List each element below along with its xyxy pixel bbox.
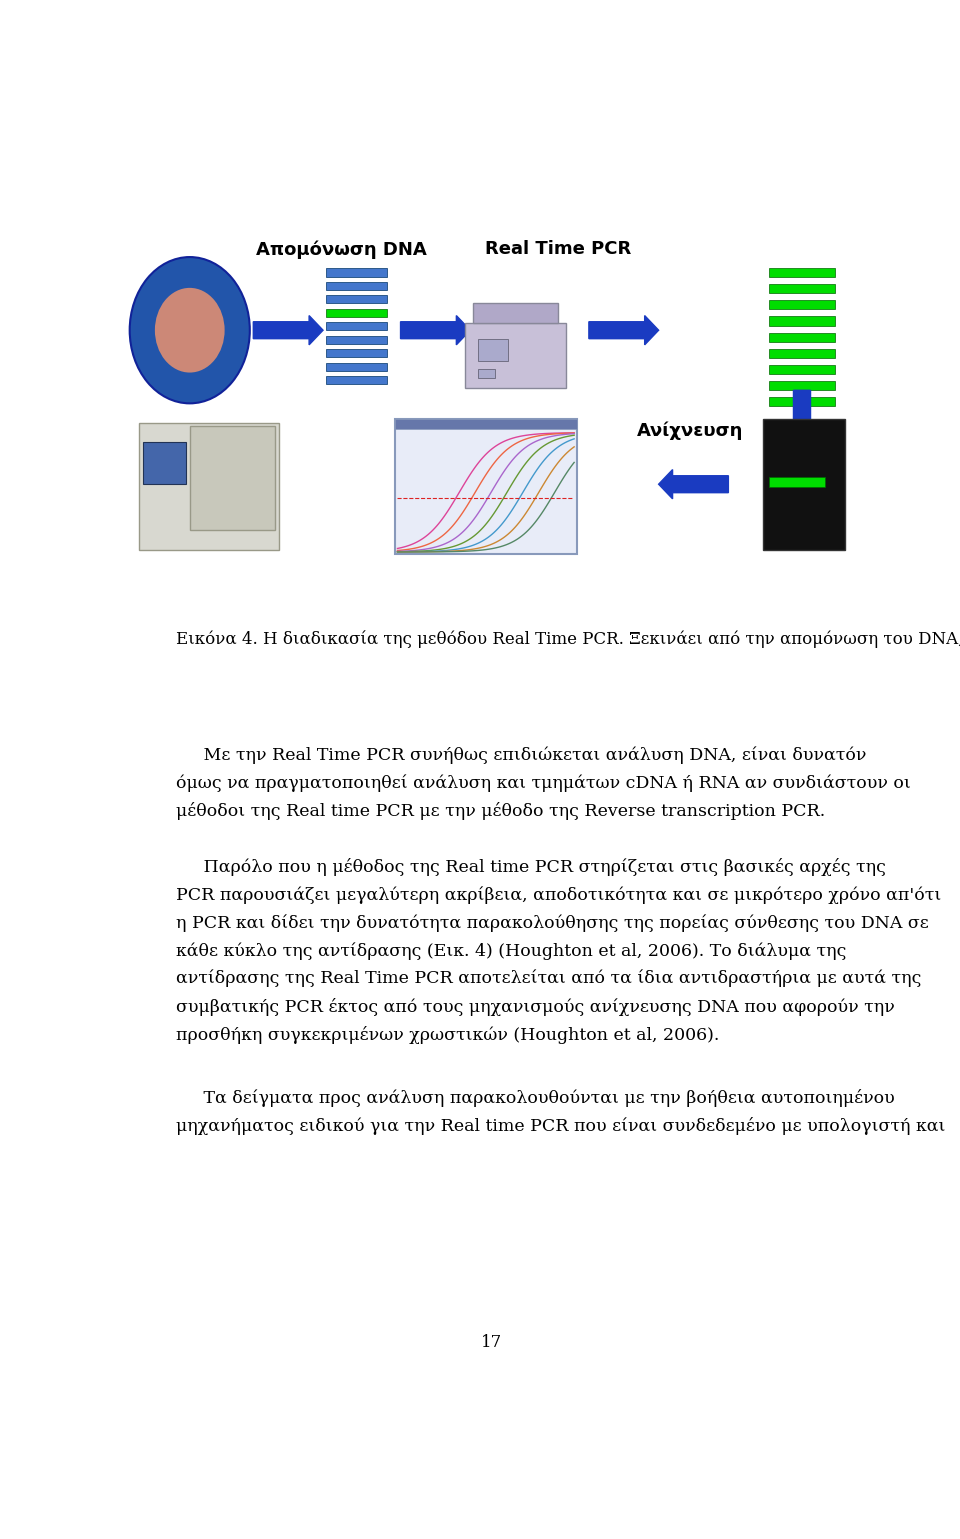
Bar [326,282,387,289]
FancyArrow shape [588,315,659,345]
Text: Τα δείγματα προς ανάλυση παρακολουθούνται με την βοήθεια αυτοποιημένου
μηχανήματ: Τα δείγματα προς ανάλυση παρακολουθούντα… [176,1088,946,1136]
Bar [326,349,387,357]
Bar [326,336,387,343]
Text: Real Time PCR: Real Time PCR [485,240,631,259]
Bar [478,340,508,362]
Bar [769,397,835,406]
Text: 17: 17 [481,1334,503,1351]
Bar [326,376,387,385]
Bar [769,285,835,294]
Bar [763,419,845,549]
Bar [769,365,835,374]
Bar [478,369,495,379]
Bar [139,423,278,549]
FancyArrow shape [253,315,324,345]
Bar [769,382,835,391]
Bar [190,426,275,531]
Bar [326,309,387,317]
Bar [769,300,835,309]
Bar [396,419,577,554]
Bar [770,477,826,488]
Bar [326,295,387,303]
Bar [769,349,835,359]
Bar [472,303,558,323]
Bar [143,442,186,485]
Bar [465,323,565,388]
FancyArrow shape [400,315,470,345]
Bar [326,268,387,277]
FancyArrow shape [659,469,729,499]
Bar [396,419,577,429]
Text: Απομόνωση DNA: Απομόνωση DNA [255,240,426,259]
Bar [326,322,387,331]
Text: Ανίχνευση: Ανίχνευση [636,422,743,440]
Bar [769,332,835,342]
Bar [769,268,835,277]
Text: Εικόνα 4. Η διαδικασία της μεθόδου Real Time PCR. Ξεκινάει από την απομόνωση του: Εικόνα 4. Η διαδικασία της μεθόδου Real … [176,631,960,648]
Text: Με την Real Time PCR συνήθως επιδιώκεται ανάλυση DNA, είναι δυνατόν
όμως να πραγ: Με την Real Time PCR συνήθως επιδιώκεται… [176,746,910,820]
Ellipse shape [155,288,225,372]
Bar [769,317,835,326]
Text: Παρόλο που η μέθοδος της Real time PCR στηρίζεται στις βασικές αρχές της
PCR παρ: Παρόλο που η μέθοδος της Real time PCR σ… [176,857,941,1045]
Ellipse shape [130,257,250,403]
Bar [326,363,387,371]
FancyArrow shape [787,391,817,477]
